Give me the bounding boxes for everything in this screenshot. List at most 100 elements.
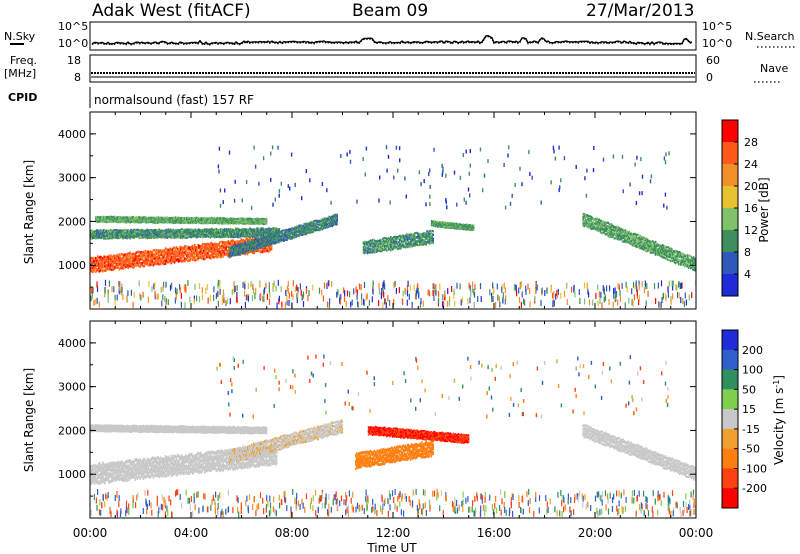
- data-cell: [207, 228, 210, 231]
- data-cell: [286, 239, 288, 241]
- data-cell: [242, 243, 245, 246]
- data-cell: [125, 265, 127, 268]
- data-cell: [144, 236, 146, 239]
- data-cell: [247, 229, 249, 232]
- data-cell: [590, 223, 592, 226]
- data-cell: [181, 253, 184, 257]
- data-cell: [135, 257, 137, 261]
- data-cell: [225, 234, 227, 237]
- data-cell: [231, 251, 234, 254]
- data-cell: [136, 257, 139, 261]
- data-cell: [179, 217, 182, 220]
- data-cell: [233, 220, 235, 223]
- data-cell: [625, 241, 628, 244]
- data-cell: [189, 259, 191, 262]
- data-cell: [119, 220, 121, 222]
- data-cell: [100, 237, 102, 240]
- data-cell: [277, 237, 279, 240]
- data-cell: [472, 225, 475, 228]
- data-cell: [409, 243, 411, 246]
- data-cell: [333, 214, 335, 217]
- data-cell: [266, 249, 269, 252]
- data-cell: [221, 232, 223, 235]
- data-cell: [190, 230, 193, 233]
- data-cell: [218, 234, 221, 237]
- data-cell: [239, 249, 242, 252]
- data-cell: [173, 257, 176, 261]
- data-cell: [284, 239, 286, 241]
- data-cell: [383, 244, 386, 248]
- data-cell: [430, 241, 432, 244]
- data-cell: [227, 220, 229, 223]
- data-cell: [144, 260, 147, 264]
- data-cell: [145, 229, 147, 232]
- data-cell: [633, 232, 636, 235]
- data-cell: [247, 235, 249, 238]
- data-cell: [277, 240, 279, 243]
- data-cell: [124, 266, 126, 270]
- data-cell: [214, 229, 217, 232]
- data-cell: [251, 228, 253, 231]
- data-cell: [100, 255, 102, 259]
- data-cell: [266, 230, 268, 233]
- data-cell: [142, 219, 145, 222]
- data-cell: [200, 253, 202, 256]
- data-cell: [130, 253, 132, 256]
- data-cell: [209, 233, 212, 236]
- data-cell: [230, 234, 232, 237]
- data-cell: [145, 216, 148, 219]
- data-cell: [607, 234, 610, 237]
- data-cell: [123, 265, 125, 268]
- data-cell: [226, 221, 228, 224]
- data-cell: [391, 237, 393, 240]
- data-cell: [630, 232, 633, 235]
- data-cell: [325, 221, 327, 224]
- data-cell: [172, 228, 175, 231]
- data-cell: [332, 218, 334, 221]
- data-cell: [282, 229, 284, 232]
- data-cell: [415, 236, 417, 239]
- data-cell: [140, 234, 142, 237]
- data-cell: [643, 244, 646, 247]
- data-cell: [93, 265, 95, 268]
- data-cell: [124, 235, 126, 238]
- data-cell: [133, 236, 135, 239]
- data-cell: [604, 226, 607, 229]
- data-cell: [171, 219, 174, 222]
- data-cell: [112, 219, 114, 222]
- data-cell: [169, 258, 172, 262]
- data-cell: [105, 217, 107, 220]
- data-cell: [116, 231, 118, 233]
- data-cell: [204, 217, 206, 220]
- data-cell: [172, 252, 175, 256]
- data-cell: [638, 238, 641, 241]
- data-cell: [585, 222, 587, 225]
- data-cell: [211, 216, 213, 219]
- data-cell: [93, 237, 95, 239]
- data-cell: [154, 237, 157, 239]
- data-cell: [221, 229, 223, 231]
- noise-tick-top-left: 10^5: [58, 20, 88, 33]
- data-cell: [637, 245, 640, 249]
- data-cell: [148, 229, 150, 232]
- data-cell: [208, 243, 210, 246]
- data-cell: [384, 243, 387, 246]
- data-cell: [109, 229, 111, 232]
- data-cell: [115, 255, 117, 259]
- data-cell: [626, 230, 629, 233]
- data-cell: [381, 240, 384, 243]
- data-cell: [312, 223, 314, 226]
- data-cell: [182, 232, 185, 235]
- data-cell: [163, 255, 166, 259]
- data-cell: [233, 244, 236, 247]
- data-cell: [144, 235, 146, 238]
- data-cell: [116, 253, 118, 257]
- data-cell: [122, 254, 124, 258]
- data-cell: [417, 236, 419, 239]
- data-cell: [246, 247, 248, 250]
- data-cell: [471, 227, 474, 230]
- data-cell: [249, 230, 251, 233]
- data-cell: [243, 228, 245, 231]
- data-cell: [454, 223, 456, 226]
- data-cell: [318, 223, 320, 226]
